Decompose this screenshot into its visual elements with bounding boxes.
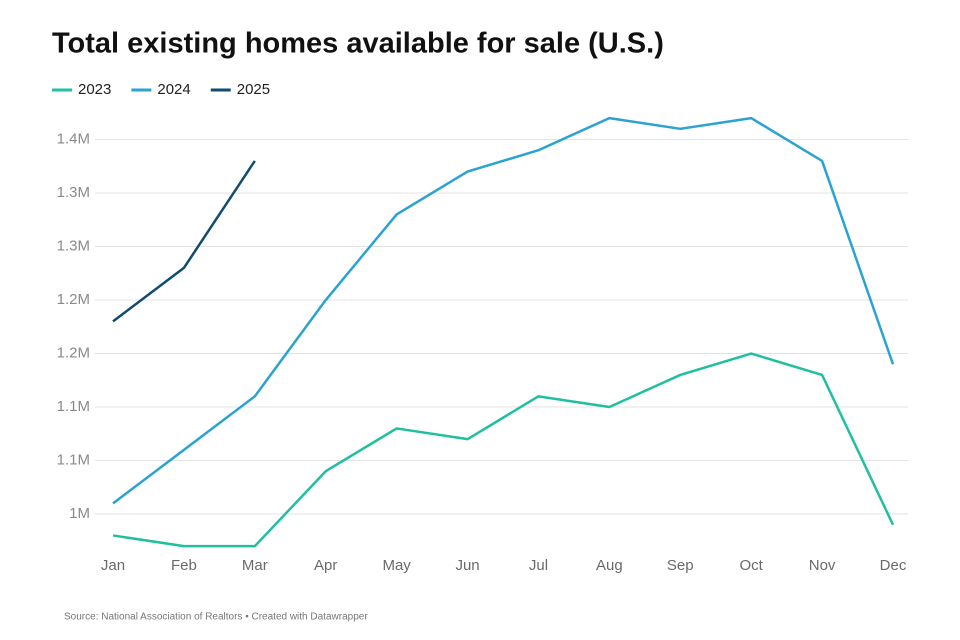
series-line bbox=[112, 160, 256, 323]
x-tick-label: Dec bbox=[880, 557, 907, 574]
x-tick-label: Apr bbox=[314, 557, 337, 574]
x-tick-label: Jul bbox=[529, 557, 548, 574]
x-tick-label: Mar bbox=[242, 557, 268, 574]
x-tick-label: Nov bbox=[809, 557, 836, 574]
series-line bbox=[112, 352, 895, 548]
y-tick-label: 1.1M bbox=[57, 452, 90, 469]
chart-title: Total existing homes available for sale … bbox=[52, 28, 664, 60]
x-tick-label: Jan bbox=[101, 557, 125, 574]
y-tick-label: 1.2M bbox=[57, 344, 90, 361]
x-tick-label: Feb bbox=[171, 557, 197, 574]
y-tick-label: 1.3M bbox=[57, 184, 90, 201]
x-tick-label: May bbox=[382, 557, 411, 574]
legend-label: 2025 bbox=[237, 81, 270, 98]
y-tick-label: 1.3M bbox=[57, 237, 90, 254]
y-tick-label: 1.1M bbox=[57, 398, 90, 415]
y-tick-label: 1.4M bbox=[57, 130, 90, 147]
y-tick-label: 1M bbox=[69, 505, 90, 522]
x-tick-label: Aug bbox=[596, 557, 623, 574]
legend-label: 2024 bbox=[157, 81, 190, 98]
series-line bbox=[112, 116, 895, 505]
x-tick-label: Jun bbox=[455, 557, 479, 574]
x-tick-label: Sep bbox=[667, 557, 694, 574]
y-tick-label: 1.2M bbox=[57, 291, 90, 308]
legend-label: 2023 bbox=[78, 81, 111, 98]
source: Source: National Association of Realtors… bbox=[64, 612, 368, 623]
x-tick-label: Oct bbox=[740, 557, 764, 574]
